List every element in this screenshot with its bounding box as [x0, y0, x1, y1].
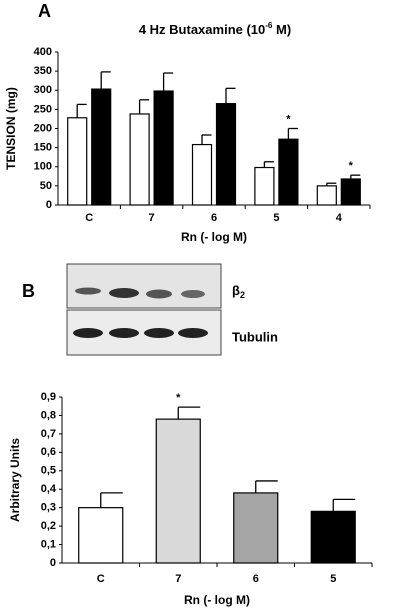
band	[109, 288, 139, 298]
chart-title: 4 Hz Butaxamine (10-6 M)	[139, 21, 291, 37]
band	[109, 328, 139, 338]
significance: *	[176, 392, 181, 404]
band	[181, 290, 205, 298]
x-tick-label: C	[97, 573, 105, 585]
bar	[191, 143, 213, 206]
y-tick-label: 50	[40, 180, 52, 192]
x-tick-label: 7	[175, 573, 181, 585]
band	[146, 289, 172, 299]
bar	[340, 178, 361, 206]
band	[144, 328, 174, 338]
y-tick-label: 250	[34, 103, 52, 115]
y-axis-label: TENSION (mg)	[4, 87, 18, 170]
bar	[67, 117, 88, 206]
y-tick-label: 350	[34, 65, 52, 77]
blot-label: β2	[232, 283, 245, 300]
x-axis-label: Rn (- log M)	[181, 230, 247, 244]
bar	[155, 418, 201, 564]
blot-label: Tubulin	[232, 329, 278, 344]
significance: *	[349, 160, 354, 172]
x-tick-label: 4	[336, 212, 343, 224]
bar	[233, 492, 279, 564]
y-tick-label: 0,9	[41, 391, 56, 403]
y-tick-label: 0,4	[41, 483, 57, 495]
blot-panel	[66, 263, 222, 309]
band	[75, 287, 101, 295]
x-axis-label: Rn (- log M)	[184, 593, 250, 607]
y-axis-label: Arbitrary Units	[8, 438, 22, 522]
x-tick-label: 6	[253, 573, 259, 585]
y-tick-label: 300	[34, 84, 52, 96]
bar	[278, 138, 299, 206]
blot: β2 Tubulin	[66, 263, 278, 356]
bar	[78, 507, 124, 564]
bar	[316, 185, 337, 206]
y-tick-label: 0,8	[41, 409, 56, 421]
y-tick-label: 150	[34, 142, 52, 154]
bar	[215, 103, 237, 206]
panel-label: A	[38, 1, 51, 21]
bar	[91, 88, 112, 206]
band	[178, 328, 208, 338]
y-tick-label: 200	[34, 122, 52, 134]
panel-label: B	[22, 281, 35, 301]
y-tick-label: 400	[34, 46, 52, 58]
bar	[153, 90, 174, 206]
y-tick-label: 0	[50, 557, 56, 569]
bar	[310, 510, 356, 564]
y-tick-label: 0	[46, 199, 52, 211]
x-tick-label: 7	[149, 212, 155, 224]
y-tick-label: 0,3	[41, 502, 56, 514]
x-tick-label: 5	[330, 573, 336, 585]
bar	[254, 166, 275, 206]
y-tick-label: 0,6	[41, 446, 56, 458]
significance: *	[286, 113, 291, 125]
y-tick-label: 0,5	[41, 465, 56, 477]
x-tick-label: 6	[211, 212, 217, 224]
y-tick-label: 0,2	[41, 520, 56, 532]
bar	[129, 113, 150, 206]
x-tick-label: 5	[273, 212, 279, 224]
y-tick-label: 100	[34, 161, 52, 173]
band	[73, 328, 103, 338]
y-tick-label: 0,7	[41, 428, 56, 440]
x-tick-label: C	[85, 212, 93, 224]
y-tick-label: 0,1	[41, 538, 56, 550]
